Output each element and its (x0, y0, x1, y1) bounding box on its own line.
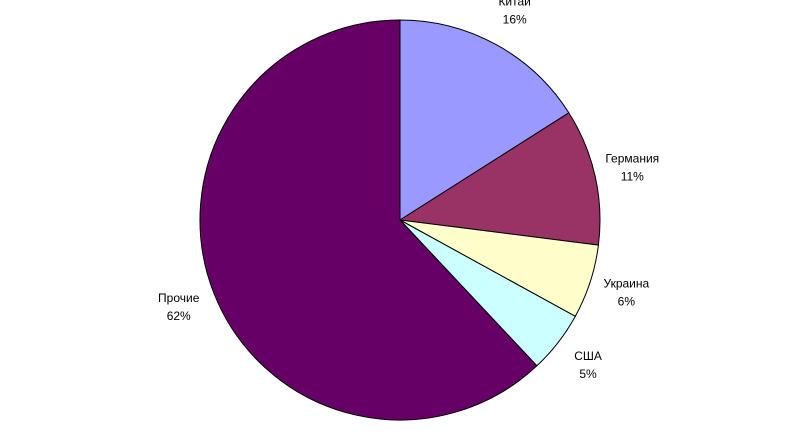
slice-label: Германия (605, 151, 659, 165)
slice-label: Прочие (158, 291, 200, 305)
slice-value-label: 5% (579, 367, 597, 381)
slice-label: США (574, 349, 602, 363)
pie-slice (399, 19, 570, 221)
slice-value-label: 11% (621, 169, 644, 183)
pie-slice (199, 19, 538, 421)
slice-value-label: 6% (618, 295, 636, 309)
pie-slice (398, 112, 601, 246)
slice-label: Китай (498, 0, 530, 9)
slice-value-label: 16% (503, 13, 527, 27)
slice-value-label: 62% (167, 309, 191, 323)
slice-label: Украина (604, 277, 650, 291)
